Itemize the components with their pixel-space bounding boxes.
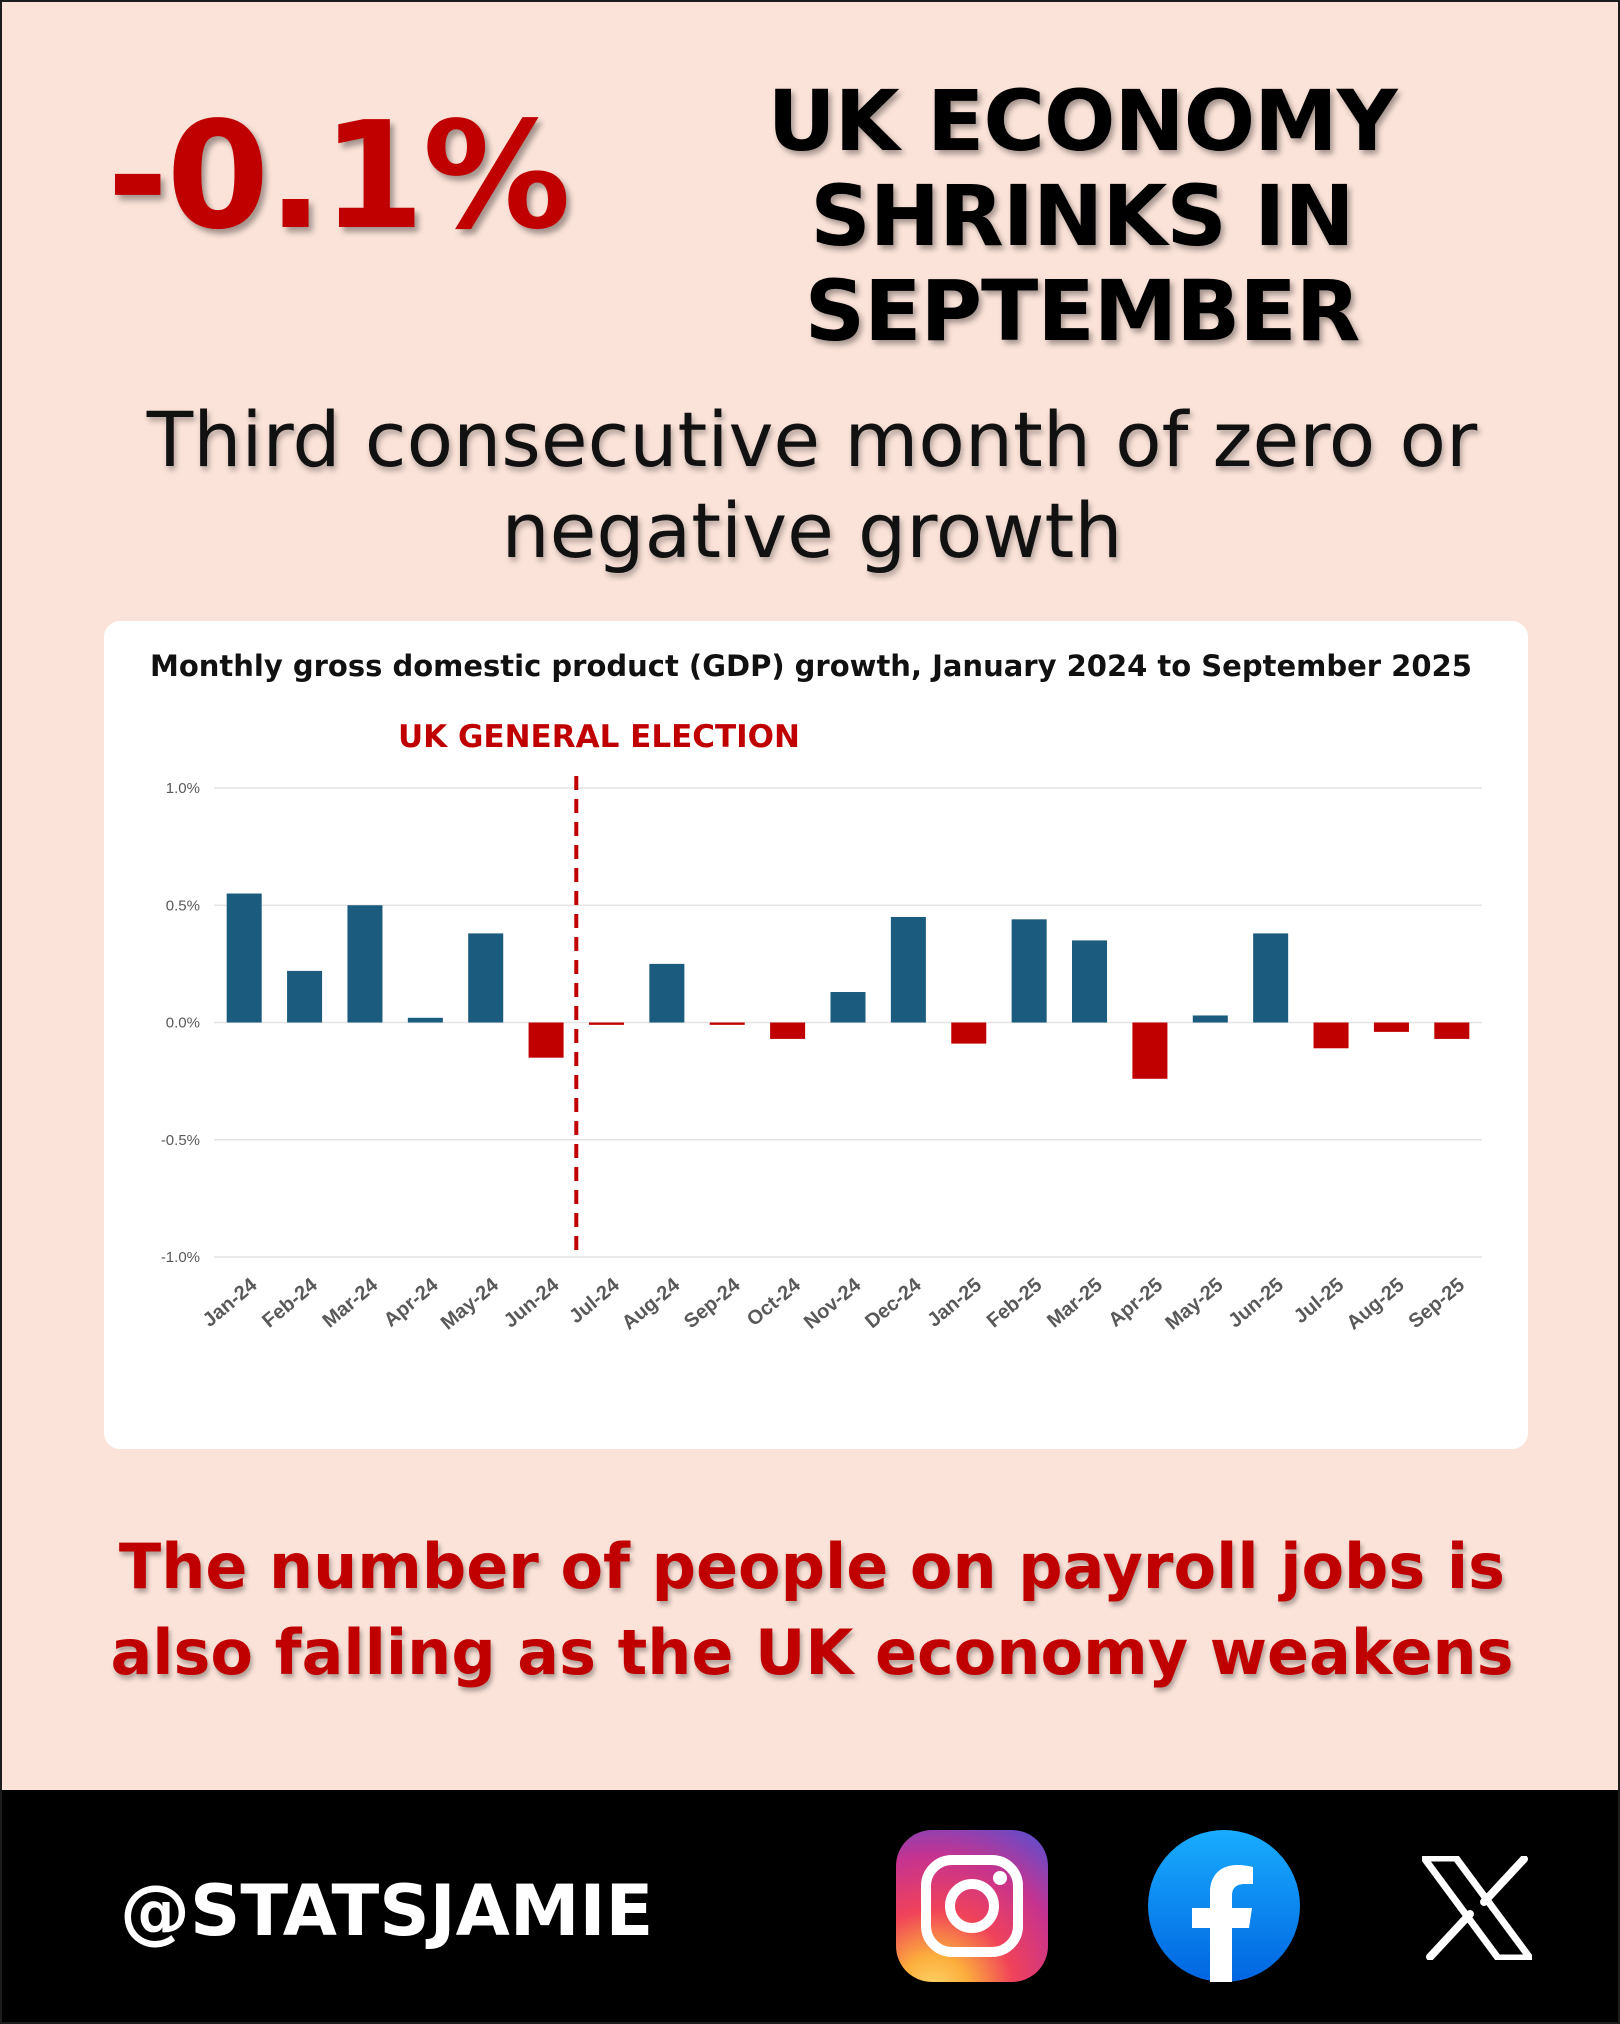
election-annotation: UK GENERAL ELECTION [398, 719, 800, 755]
subheadline-line1: Third consecutive month of zero or [146, 395, 1478, 484]
bar [890, 916, 926, 1023]
bar [1072, 940, 1108, 1023]
x-tick-label: Mar-24 [319, 1273, 383, 1332]
chart-card: 1.0% 0.5% 0.0% -0.5% -1.0% Jan-24 Feb-24 Mar-24… [104, 621, 1528, 1449]
bar [1192, 1015, 1228, 1023]
x-tick-label: Sep-25 [1405, 1274, 1469, 1333]
x-tick-label: Oct-24 [743, 1273, 805, 1330]
social-handle[interactable]: @STATSJAMIE [120, 1870, 654, 1952]
instagram-icon[interactable] [896, 1830, 1048, 1982]
x-icon[interactable] [1422, 1856, 1532, 1960]
x-tick-label: Mar-25 [1043, 1274, 1107, 1332]
bar [1132, 1022, 1168, 1079]
bar [951, 1022, 987, 1044]
footer-message: The number of people on payroll jobs is … [82, 1524, 1542, 1695]
headline-number: -0.1% [107, 90, 571, 262]
x-tick-label: Dec-24 [861, 1273, 926, 1333]
x-tick-label: Jun-25 [1224, 1274, 1288, 1332]
bar [830, 992, 866, 1023]
social-bar: @STATSJAMIE [2, 1790, 1618, 2022]
headline-title: UK ECONOMY SHRINKS IN SEPTEMBER [577, 74, 1587, 359]
x-tick-label: Aug-24 [618, 1273, 685, 1334]
y-tick-label: -1.0% [161, 1249, 200, 1266]
x-tick-label: Jul-24 [565, 1273, 624, 1328]
headline-title-line2: SHRINKS IN SEPTEMBER [804, 166, 1361, 360]
x-tick-label: Aug-25 [1343, 1274, 1409, 1334]
bar [287, 970, 323, 1023]
bar [1253, 933, 1289, 1023]
subheadline-line2: negative growth [501, 486, 1123, 576]
x-tick-label: Nov-24 [800, 1273, 866, 1333]
bar [528, 1022, 564, 1058]
subheadline: Third consecutive month of zero or negat… [102, 394, 1522, 576]
bar [1434, 1022, 1470, 1039]
bar [709, 1022, 745, 1025]
footer-line1: The number of people on payroll jobs is [118, 1530, 1506, 1603]
x-tick-label: Jan-25 [923, 1274, 986, 1332]
x-tick-label: Jul-25 [1290, 1274, 1348, 1328]
gdp-bar-chart: 1.0% 0.5% 0.0% -0.5% -1.0% Jan-24Feb-24Mar-24… [161, 776, 1482, 1334]
facebook-icon[interactable] [1148, 1830, 1300, 1982]
y-tick-label: 0.0% [166, 1015, 200, 1032]
bar [468, 933, 504, 1023]
bar [407, 1017, 443, 1023]
bar [347, 905, 383, 1023]
x-tick-label: Jan-24 [199, 1273, 262, 1331]
footer-line2: also falling as the UK economy weakens [110, 1615, 1514, 1689]
x-tick-label: Feb-24 [258, 1273, 322, 1332]
bar [226, 893, 262, 1023]
x-tick-label: Apr-24 [380, 1273, 443, 1331]
x-tick-label: May-24 [437, 1273, 504, 1334]
bar [588, 1022, 624, 1025]
bar [1011, 919, 1047, 1023]
x-tick-label: Feb-25 [983, 1274, 1047, 1332]
x-tick-label: May-25 [1161, 1274, 1227, 1334]
y-tick-label: 0.5% [166, 897, 200, 914]
headline-title-line1: UK ECONOMY [767, 72, 1397, 170]
y-tick-label: 1.0% [166, 780, 200, 797]
bar [1373, 1022, 1409, 1032]
chart-title: Monthly gross domestic product (GDP) gro… [150, 649, 1472, 683]
x-tick-label: Sep-24 [680, 1273, 745, 1333]
x-tick-label: Apr-25 [1104, 1274, 1167, 1332]
bar [649, 963, 685, 1023]
bar [1313, 1022, 1349, 1049]
bar [770, 1022, 806, 1039]
x-tick-label: Jun-24 [500, 1273, 564, 1332]
y-tick-label: -0.5% [161, 1132, 200, 1149]
